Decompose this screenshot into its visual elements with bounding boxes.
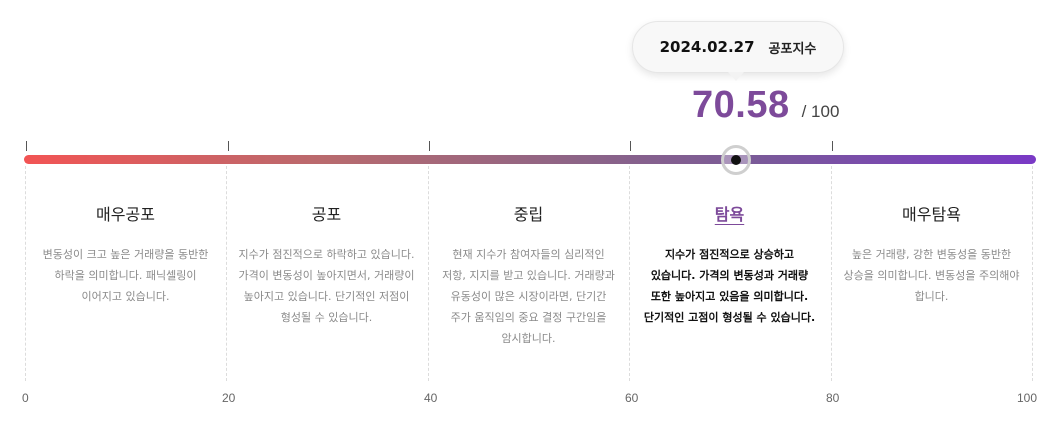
score-value: 70.58 — [692, 84, 790, 126]
zone-divider — [831, 166, 832, 381]
date-tooltip: 2024.02.27 공포지수 — [632, 21, 844, 73]
zone-description: 높은 거래량, 강한 변동성을 동반한 상승을 의미합니다. 변동성을 주의해야… — [843, 248, 1020, 303]
zone-greed[interactable]: 탐욕 지수가 점진적으로 상승하고 있습니다. 가격의 변동성과 거래량 또한 … — [629, 200, 830, 328]
axis-label: 60 — [625, 391, 639, 405]
zone-extreme-greed: 매우탐욕 높은 거래량, 강한 변동성을 동반한 상승을 의미합니다. 변동성을… — [831, 200, 1032, 307]
zone-description: 지수가 점진적으로 상승하고 있습니다. 가격의 변동성과 거래량 또한 높아지… — [643, 248, 816, 324]
tooltip-pointer — [728, 72, 744, 81]
score-readout: 70.58 / 100 — [692, 84, 839, 128]
axis-label: 40 — [424, 391, 438, 405]
zone-title: 중립 — [513, 205, 544, 224]
gauge-tick — [832, 141, 833, 151]
zone-divider — [226, 166, 227, 381]
gauge-tick — [26, 141, 27, 151]
gauge-tick — [228, 141, 229, 151]
axis-label: 80 — [826, 391, 840, 405]
gauge-tick — [429, 141, 430, 151]
zone-title: 매우공포 — [96, 205, 155, 224]
zone-description: 지수가 점진적으로 하락하고 있습니다. 가격이 변동성이 높아지면서, 거래량… — [238, 248, 415, 324]
gauge-marker-dot[interactable] — [731, 155, 741, 165]
gauge-bar — [24, 155, 1036, 164]
tooltip-label: 공포지수 — [768, 41, 817, 57]
zone-fear: 공포 지수가 점진적으로 하락하고 있습니다. 가격이 변동성이 높아지면서, … — [226, 200, 427, 328]
zone-title: 공포 — [311, 205, 342, 224]
axis-label: 100 — [1017, 391, 1038, 405]
zone-divider — [1032, 166, 1033, 381]
gauge-tick — [630, 141, 631, 151]
gauge-marker-ring[interactable] — [721, 145, 751, 175]
axis-label: 20 — [222, 391, 236, 405]
zone-extreme-fear: 매우공포 변동성이 크고 높은 거래량을 동반한 하락을 의미합니다. 패닉셀링… — [25, 200, 226, 307]
zone-divider — [25, 166, 26, 381]
zone-description: 현재 지수가 참여자들의 심리적인 저항, 지지를 받고 있습니다. 거래량과 … — [442, 248, 615, 345]
zone-divider — [629, 166, 630, 381]
zone-title-link[interactable]: 탐욕 — [714, 205, 745, 224]
axis-label: 0 — [22, 391, 29, 405]
zone-divider — [428, 166, 429, 381]
zone-title: 매우탐욕 — [902, 205, 961, 224]
score-max: / 100 — [801, 102, 840, 121]
tooltip-date: 2024.02.27 — [659, 38, 755, 56]
gauge-ticks — [0, 141, 1060, 153]
zone-description: 변동성이 크고 높은 거래량을 동반한 하락을 의미합니다. 패닉셀링이 이어지… — [42, 248, 209, 303]
zone-neutral: 중립 현재 지수가 참여자들의 심리적인 저항, 지지를 받고 있습니다. 거래… — [428, 200, 629, 349]
